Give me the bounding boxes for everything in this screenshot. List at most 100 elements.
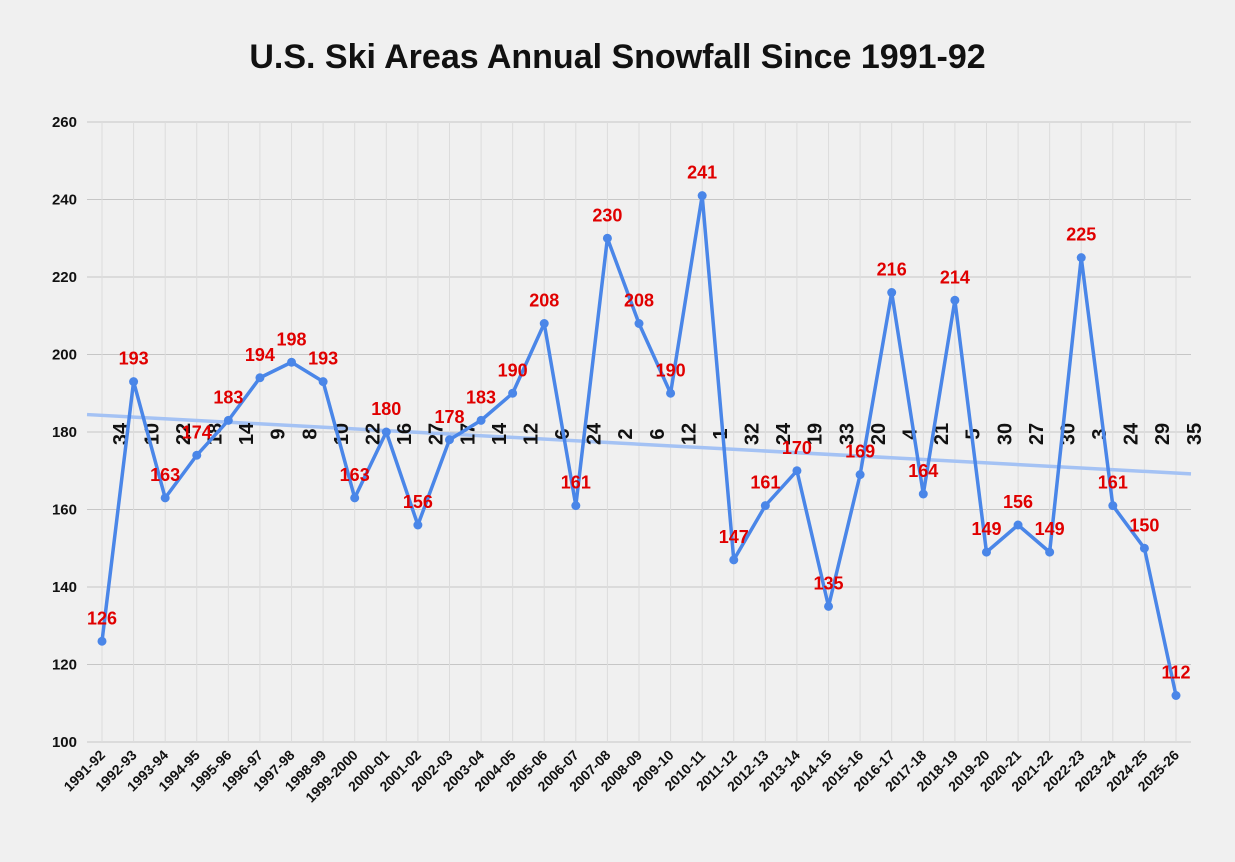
data-label: 208 [529,291,559,311]
rank-label: 22 [363,423,385,445]
y-axis-ticks: 100 120 140 160 180 200 220 240 260 [52,114,77,751]
data-point [1139,543,1149,553]
trendline-layer [86,412,1192,476]
data-point [318,377,328,387]
rank-label: 32 [742,423,764,445]
data-label: 164 [908,461,938,481]
rank-label: 14 [489,422,511,445]
data-label: 183 [466,387,496,407]
rank-label: 12 [520,423,542,445]
data-label: 135 [814,573,844,593]
data-label: 149 [971,519,1001,539]
rank-label: 16 [394,423,416,445]
data-label: 156 [1003,492,1033,512]
rank-label: 27 [426,423,448,445]
rank-label: 21 [931,423,953,445]
data-label: 170 [782,438,812,458]
data-label: 241 [687,163,717,183]
rank-label: 33 [836,423,858,445]
rank-label: 17 [457,423,479,445]
data-label: 198 [277,329,307,349]
rank-labels: 34 10 22 18 14 9 8 10 22 16 27 17 14 12 6 24 2 6 12 1 32 24 19… [110,422,1206,445]
rank-label: 14 [236,422,258,445]
rank-label: 30 [994,423,1016,445]
rank-label: 9 [268,428,290,439]
rank-label: 22 [173,423,195,445]
data-label: 112 [1161,663,1190,683]
y-tick-label: 260 [52,114,77,131]
y-tick-label: 220 [52,269,77,286]
data-point [255,373,265,383]
data-label: 174 [182,422,212,442]
data-label: 178 [434,407,464,427]
data-point [697,191,707,201]
data-label: 156 [403,492,433,512]
data-label: 193 [308,349,338,369]
data-point [1108,501,1118,511]
rank-label: 2 [615,428,637,439]
data-point [918,489,928,499]
rank-label: 24 [584,422,606,445]
data-point [666,388,676,398]
data-label: 230 [592,205,622,225]
data-label: 180 [371,399,401,419]
data-label: 183 [213,387,243,407]
y-tick-label: 160 [52,502,77,519]
data-label: 163 [340,465,370,485]
rank-label: 4 [900,428,922,440]
rank-label: 27 [1026,423,1048,445]
chart-title: U.S. Ski Areas Annual Snowfall Since 199… [249,38,986,76]
data-point [887,288,897,297]
rank-label: 29 [1152,423,1174,445]
data-label: 161 [1098,473,1128,493]
data-point [571,501,581,511]
data-label: 193 [119,349,149,369]
data-point [287,357,297,367]
series-layer [97,191,1181,700]
data-label: 147 [719,527,749,547]
data-label: 161 [750,473,780,493]
rank-label: 12 [678,423,700,445]
data-point [729,555,739,565]
data-label: 208 [624,291,654,311]
rank-label: 19 [805,423,827,445]
y-tick-label: 180 [52,424,77,441]
rank-label: 8 [299,428,321,439]
grid-layer [87,121,1191,743]
data-point [476,415,486,425]
data-point [950,295,960,305]
data-label: 126 [87,608,117,628]
data-point [824,601,834,611]
data-point [444,435,454,445]
value-labels: 1261931631741831941981931631801561781831… [87,163,1191,683]
y-tick-label: 140 [52,579,77,596]
y-tick-label: 120 [52,657,77,674]
data-point [1076,253,1086,263]
data-label: 161 [561,473,591,493]
data-point [1013,520,1023,530]
data-point [634,319,644,328]
data-label: 169 [845,442,875,462]
data-label: 150 [1129,515,1159,535]
data-point [160,493,170,503]
y-tick-label: 200 [52,347,77,364]
data-point [129,377,139,387]
data-label: 163 [150,465,180,485]
trendline [86,412,1192,476]
data-point [981,547,991,557]
y-tick-label: 240 [52,192,77,209]
data-label: 190 [498,360,528,380]
data-point [97,636,107,646]
data-point [792,466,802,476]
x-axis-ticks: 1991-921992-931993-941994-951995-961996-… [60,747,1182,806]
rank-label: 1 [710,428,732,439]
rank-label: 24 [773,422,795,445]
data-label: 149 [1035,519,1065,539]
rank-label: 6 [647,428,669,439]
data-point [381,427,391,437]
rank-label: 20 [868,423,890,445]
data-point [1171,691,1181,700]
rank-label: 5 [963,428,985,439]
